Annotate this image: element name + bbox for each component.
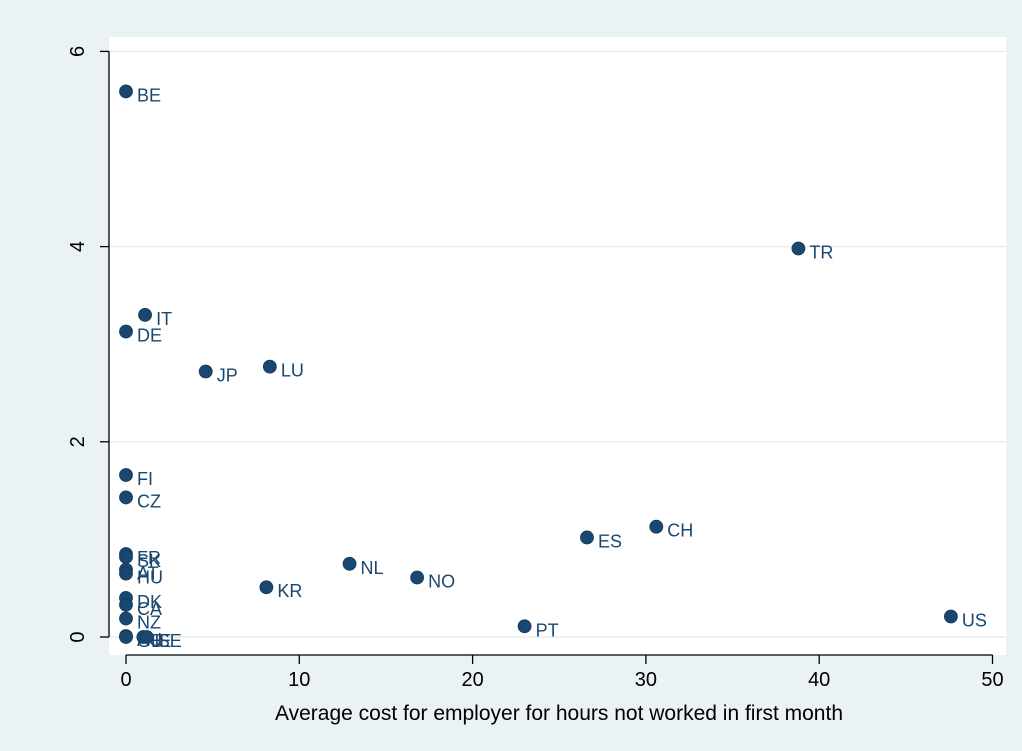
point-label-ca: CA (137, 599, 162, 619)
data-point-fi (119, 468, 133, 482)
data-point-kr (259, 580, 274, 595)
point-label-cz: CZ (137, 491, 161, 511)
data-point-nl (342, 556, 357, 571)
point-label-es: ES (598, 531, 622, 551)
y-tick-label: 0 (67, 631, 89, 642)
point-label-jp: JP (217, 366, 238, 386)
x-tick-label: 20 (461, 669, 483, 691)
point-label-us: US (962, 611, 987, 631)
point-label-hu: HU (137, 568, 163, 588)
data-point-es (580, 530, 594, 545)
data-point-ch (649, 519, 664, 534)
point-label-fi: FI (137, 469, 153, 489)
axes: 0 2 4 6 0 10 20 30 40 50 (67, 46, 1004, 691)
data-point-hu (119, 566, 133, 581)
data-point-de (119, 324, 133, 339)
point-label-dk: DK (137, 592, 162, 612)
x-tick-label: 50 (981, 669, 1003, 691)
point-label-lu: LU (281, 361, 304, 381)
data-point-no (410, 570, 425, 585)
data-point-gb (119, 630, 133, 644)
point-label-no: NO (428, 571, 455, 591)
data-point-cz (119, 490, 133, 505)
point-label-ie: IE (154, 631, 171, 651)
y-tick-label: 2 (67, 436, 89, 447)
data-point-pt (517, 619, 532, 634)
point-label-tr: TR (809, 243, 833, 263)
x-tick-label: 40 (808, 669, 830, 691)
point-label-nl: NL (361, 558, 384, 578)
data-point-se (139, 630, 154, 644)
point-label-be: BE (137, 85, 161, 105)
data-point-tr (791, 241, 806, 256)
x-tick-label: 10 (288, 669, 310, 691)
data-point-jp (198, 364, 213, 379)
y-tick-label: 6 (67, 46, 89, 57)
data-point-sk (119, 550, 133, 564)
data-point-lu (262, 359, 277, 374)
point-label-de: DE (137, 326, 162, 346)
x-tick-label: 30 (635, 669, 657, 691)
point-label-it: IT (156, 309, 172, 329)
data-point-it (138, 308, 152, 322)
x-tick-label: 0 (120, 669, 131, 691)
data-point-nz (119, 611, 133, 626)
point-label-sk: SK (137, 551, 161, 571)
y-tick-label: 4 (67, 241, 89, 252)
gridlines (109, 50, 1006, 638)
point-label-nz: NZ (137, 612, 161, 632)
x-axis-title: Average cost for employer for hours not … (275, 702, 843, 725)
data-point-us (944, 609, 958, 624)
point-label-ch: CH (667, 521, 693, 541)
point-label-fr: FR (137, 548, 161, 568)
point-label-pt: PT (536, 620, 559, 640)
data-point-ca (119, 597, 133, 612)
point-label-se: SE (158, 631, 182, 651)
plot-area (109, 37, 1006, 655)
point-label-at: AT (137, 564, 159, 584)
data-point-be (119, 84, 133, 99)
point-label-kr: KR (277, 581, 302, 601)
